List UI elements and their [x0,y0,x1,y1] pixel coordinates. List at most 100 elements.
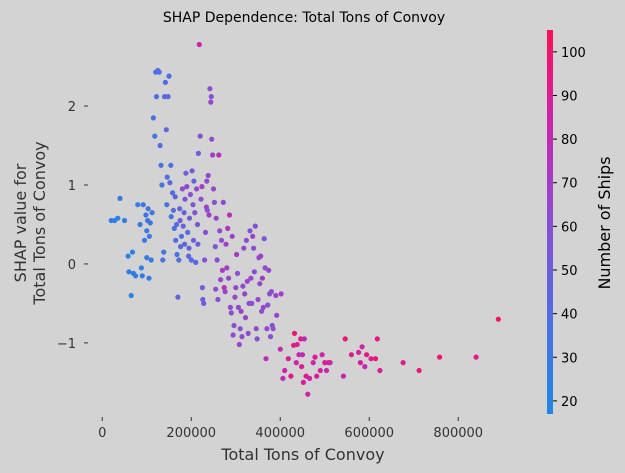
data-point [266,267,272,273]
data-point [140,202,146,208]
data-point [152,133,158,139]
colorbar-tick-label: 40 [561,308,578,323]
data-point [348,352,354,358]
data-point [300,379,306,385]
data-point [437,354,443,360]
colorbar-tick-label: 30 [561,351,578,366]
data-point [173,237,179,243]
data-point [226,275,232,281]
data-point [227,304,233,310]
data-point [206,212,212,218]
data-point [368,356,374,362]
data-point [234,270,241,276]
data-point [259,308,265,314]
data-point [299,364,305,370]
data-point [234,251,240,258]
data-point [199,184,205,190]
data-point [232,294,238,300]
data-point [264,326,270,332]
y-axis-label: SHAP value for Total Tons of Convoy [11,141,49,305]
data-point [294,341,300,348]
data-point [188,257,194,263]
data-point [374,336,380,342]
data-point [186,253,192,259]
data-point [298,336,304,342]
data-point [377,367,383,374]
data-point [186,215,193,221]
data-point [253,326,259,332]
data-point [356,349,362,355]
colorbar-tick-label: 50 [561,264,578,279]
data-point [149,210,155,216]
data-point [218,237,225,243]
data-point [235,304,241,310]
data-point [231,322,237,329]
colorbar-tick-label: 20 [561,395,578,410]
data-point [117,195,123,201]
data-point [145,206,151,212]
data-point [244,278,250,284]
data-point [213,215,219,221]
data-point [273,292,279,299]
data-point [156,69,162,75]
data-point [198,196,204,202]
data-point [263,356,269,362]
data-point [250,233,256,239]
data-point [204,207,210,213]
data-point [282,367,288,374]
data-point [178,233,185,239]
data-point [153,94,160,100]
colorbar-tick-label: 100 [561,46,586,61]
data-point [174,251,180,258]
y-axis-label-line-2: Total Tons of Convoy [30,141,49,305]
data-point [243,237,249,243]
data-point [157,142,163,149]
data-point [141,237,148,243]
data-point [364,352,370,358]
data-point [268,289,274,295]
x-tick-label: 200000 [166,426,216,441]
data-point [327,360,333,366]
data-point [265,302,271,308]
data-point [158,162,164,168]
data-point [170,190,176,196]
data-point [216,152,222,158]
data-point [291,330,298,336]
data-point [242,315,249,321]
data-point [221,285,227,291]
data-point [314,373,320,379]
data-point [254,336,260,342]
colorbar-tick-label: 60 [561,220,578,235]
data-point [200,296,206,303]
data-point [317,367,323,374]
colorbar-label-group: Number of Ships [595,156,614,289]
data-point [207,86,213,92]
data-point [305,391,311,397]
data-point [164,202,170,208]
data-point [189,168,195,174]
data-point [150,115,156,121]
x-tick-label: 800000 [433,426,483,441]
chart-title: SHAP Dependence: Total Tons of Convoy [163,10,445,26]
colorbar-tick-label: 80 [561,133,578,148]
data-point [307,375,313,381]
data-point [261,236,267,242]
data-point [248,275,254,281]
data-point [197,133,203,139]
data-point [143,212,149,218]
data-point [249,300,255,306]
data-point [185,229,191,235]
data-point [177,206,183,212]
data-point [182,196,188,202]
data-point [179,186,185,192]
data-point [342,336,348,342]
data-point [230,332,236,338]
data-point [236,341,242,348]
data-point [210,186,217,192]
data-point [217,228,223,234]
data-point [212,244,218,250]
data-point [126,269,132,275]
y-axis-ticks: −1 0 1 2 [57,100,88,352]
data-point [226,212,233,218]
